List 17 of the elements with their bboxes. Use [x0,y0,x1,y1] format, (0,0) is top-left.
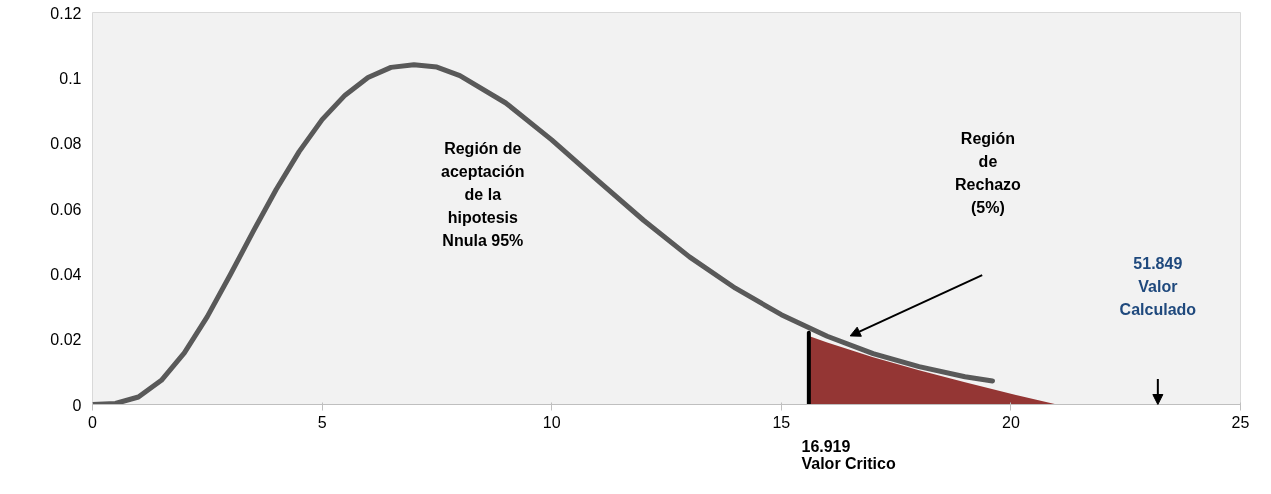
y-tick-label: 0.06 [50,200,82,218]
y-tick-label: 0.12 [50,4,82,22]
annotation: Región de Rechazo (5%) [955,130,1022,216]
text: 16.919 Valor Critico [801,437,896,472]
y-tick-label: 0.1 [59,69,82,87]
annotation: 51.849 Valor Calculado [1119,255,1197,319]
x-tick-label: 5 [317,413,327,431]
x-tick-label: 25 [1231,413,1250,431]
x-tick-label: 10 [542,413,561,431]
y-tick-label: 0.08 [50,135,82,153]
y-tick-label: 0 [72,396,82,414]
x-tick-label: 15 [772,413,791,431]
annotation: Región de aceptación de la hipotesis Nnula 95% [441,139,525,249]
y-tick-label: 0.02 [50,331,82,349]
x-tick-label: 20 [1002,413,1020,431]
y-tick-label: 0.04 [50,265,82,283]
x-tick-label: 0 [88,413,98,431]
